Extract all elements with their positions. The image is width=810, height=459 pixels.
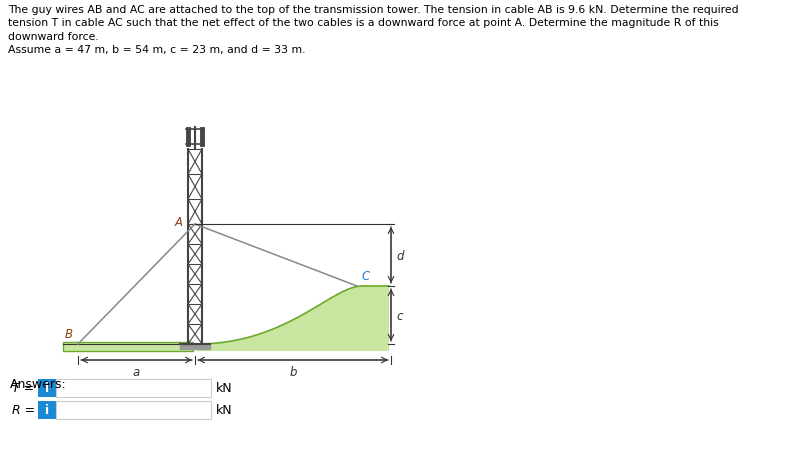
Text: C: C [361,269,369,282]
Text: a: a [133,365,140,378]
Text: i: i [45,403,49,417]
Text: A: A [175,216,183,229]
Text: d: d [396,249,403,262]
FancyBboxPatch shape [38,401,56,419]
Text: i: i [45,382,49,395]
Text: kN: kN [216,382,232,395]
Text: tension T in cable AC such that the net effect of the two cables is a downward f: tension T in cable AC such that the net … [8,18,718,28]
Text: T =: T = [12,382,34,395]
Polygon shape [63,342,193,351]
FancyBboxPatch shape [56,401,211,419]
FancyBboxPatch shape [56,379,211,397]
Text: c: c [396,309,403,322]
FancyBboxPatch shape [38,379,56,397]
Text: R =: R = [12,403,35,417]
Text: B: B [65,327,73,340]
Text: The guy wires AB and AC are attached to the top of the transmission tower. The t: The guy wires AB and AC are attached to … [8,5,739,15]
Text: downward force.: downward force. [8,32,99,42]
Text: b: b [289,365,296,378]
Text: Answers:: Answers: [10,377,66,390]
Polygon shape [197,286,389,351]
Text: kN: kN [216,403,232,417]
Text: Assume a = 47 m, b = 54 m, c = 23 m, and d = 33 m.: Assume a = 47 m, b = 54 m, c = 23 m, and… [8,45,305,56]
